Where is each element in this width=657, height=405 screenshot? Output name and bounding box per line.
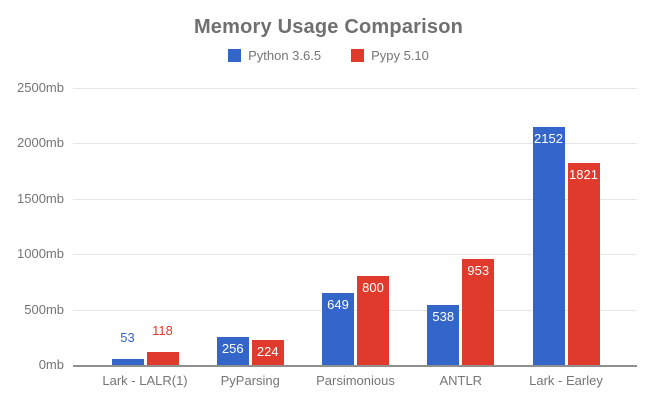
bar-value-label: 800 (362, 280, 384, 296)
gridline (73, 309, 637, 311)
gridline (73, 88, 637, 89)
bar-value-label: 53 (120, 330, 135, 346)
plot-area: 0mb 500mb 1000mb 1500mb 2000mb 2500mb 53 118 Lar… (17, 80, 637, 388)
x-axis-category-label: Lark - Earley (529, 373, 603, 388)
gridline (73, 143, 637, 145)
bar-value-label: 953 (467, 263, 490, 279)
x-axis-category-label: Parsimonious (316, 373, 395, 388)
x-axis-category-label: PyParsing (220, 373, 280, 388)
bar-value-label: 2152 (534, 130, 563, 146)
legend-item-series-0: Python 3.6.5 (228, 48, 321, 63)
bar-value-label: 649 (327, 297, 349, 313)
legend-swatch-icon (228, 49, 242, 62)
legend-swatch-icon (351, 49, 365, 62)
bar-python-3[interactable] (427, 305, 460, 365)
bar-pypy-2[interactable] (357, 276, 389, 365)
legend: Python 3.6.5 Pypy 5.10 (0, 48, 657, 63)
bar-python-2[interactable] (322, 293, 354, 365)
bar-value-label: 224 (256, 344, 279, 360)
y-axis-tick-label: 1500mb (17, 190, 64, 206)
legend-item-series-1: Pypy 5.10 (351, 48, 429, 63)
y-axis-tick-label: 2500mb (17, 80, 64, 95)
bar-value-label: 118 (152, 322, 173, 338)
x-axis-category-label: Lark - LALR(1) (102, 373, 188, 388)
y-axis-tick-label: 2000mb (17, 135, 64, 151)
y-axis-tick-label: 0mb (38, 357, 64, 372)
gridline (73, 198, 637, 200)
bar-value-label: 538 (432, 309, 455, 325)
chart-title: Memory Usage Comparison (193, 16, 464, 38)
legend-label: Pypy 5.10 (371, 48, 429, 63)
bar-python-4[interactable] (532, 126, 565, 365)
bar-python-0[interactable] (111, 359, 144, 365)
legend-label: Python 3.6.5 (248, 48, 322, 63)
bar-pypy-3[interactable] (462, 259, 495, 365)
y-axis-tick-label: 500mb (24, 301, 64, 317)
bar-python-1[interactable] (216, 336, 249, 365)
bar-pypy-0[interactable] (146, 351, 179, 365)
bar-value-label: 256 (221, 340, 244, 356)
y-axis-tick-label: 1000mb (17, 246, 64, 262)
bar-pypy-4[interactable] (567, 163, 600, 365)
x-axis-category-label: ANTLR (439, 373, 483, 388)
bar-value-label: 1821 (569, 167, 598, 183)
bar-pypy-1[interactable] (251, 340, 284, 365)
gridline (73, 254, 637, 256)
